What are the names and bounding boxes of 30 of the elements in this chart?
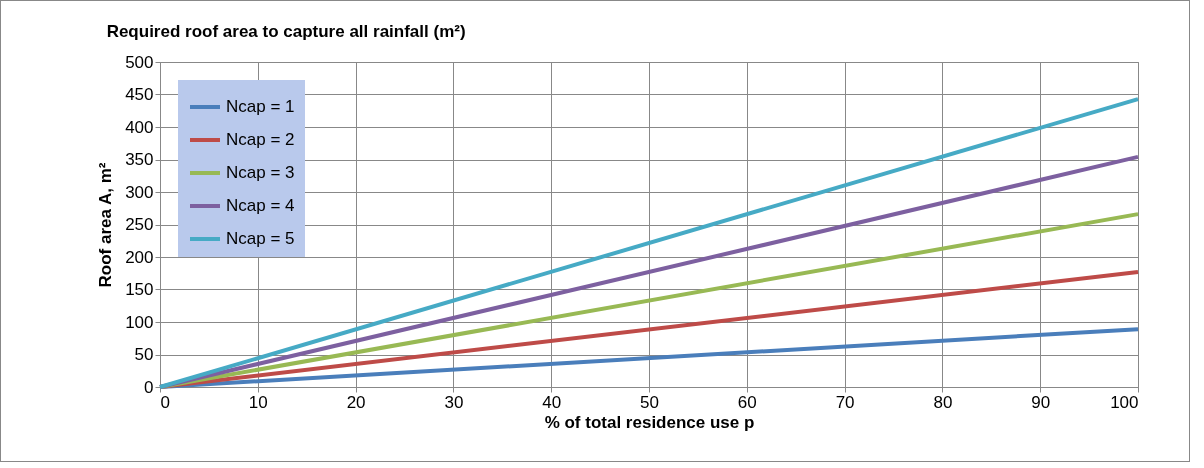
- x-tick-label: 60: [737, 392, 757, 412]
- x-axis-title: % of total residence use p: [544, 412, 755, 432]
- x-tick-label: 30: [444, 392, 464, 412]
- y-tick-label: 50: [134, 345, 154, 364]
- y-tick-label: 350: [125, 150, 154, 169]
- y-tick-label: 150: [125, 280, 154, 299]
- y-tick-label: 250: [125, 215, 154, 234]
- x-tick-label: 90: [1031, 392, 1051, 412]
- legend-label: Ncap = 1: [226, 97, 295, 116]
- legend-label: Ncap = 4: [226, 196, 295, 215]
- y-tick-label: 100: [125, 312, 154, 332]
- x-tick-label: 70: [835, 392, 855, 412]
- x-tick-label: 50: [640, 392, 659, 412]
- x-tick-label: 0: [160, 392, 170, 412]
- y-tick-label: 200: [125, 247, 154, 267]
- x-tick-label: 40: [542, 392, 562, 412]
- legend-label: Ncap = 3: [226, 163, 295, 182]
- y-tick-label: 450: [125, 85, 154, 104]
- y-tick-label: 400: [125, 117, 154, 137]
- legend-label: Ncap = 5: [226, 229, 295, 248]
- chart-title: Required roof area to capture all rainfall (m²): [106, 22, 466, 41]
- x-tick-label: 80: [933, 392, 953, 412]
- x-tick-label: 10: [248, 392, 268, 412]
- x-tick-label: 20: [346, 392, 366, 412]
- x-tick-label: 100: [1110, 392, 1139, 412]
- legend-label: Ncap = 2: [226, 130, 295, 149]
- y-tick-label: 500: [125, 52, 154, 72]
- y-axis-title: Roof area A, m²: [96, 162, 116, 288]
- y-tick-label: 300: [125, 182, 154, 202]
- y-tick-label: 0: [144, 377, 154, 397]
